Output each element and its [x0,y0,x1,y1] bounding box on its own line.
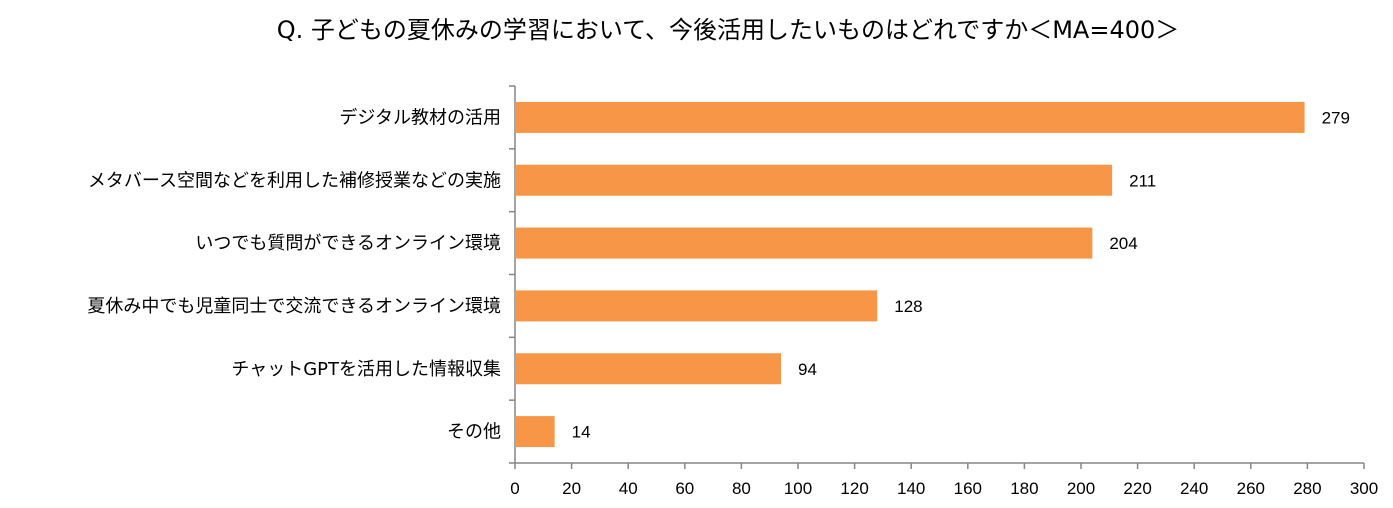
value-label: 128 [894,297,922,316]
bar [515,101,1305,133]
x-tick-label: 20 [562,479,581,498]
chart-title: Q. 子どもの夏休みの学習において、今後活用したいものはどれですか＜MA=400… [277,16,1180,44]
bar [515,164,1113,196]
x-tick-label: 260 [1237,479,1265,498]
x-tick-label: 240 [1180,479,1208,498]
bar [515,416,555,448]
category-label: メタバース空間などを利用した補修授業などの実施 [88,170,501,191]
x-tick-label: 80 [732,479,751,498]
x-tick-label: 140 [897,479,925,498]
labels: 0 20 40 60 80 100 120 140 160 180 200 220 240 260 280 3… [87,107,1378,498]
value-label: 211 [1129,171,1156,190]
x-tick-label: 100 [784,479,812,498]
x-tick-label: 220 [1123,479,1151,498]
bars [515,101,1305,448]
bar [515,227,1093,259]
x-tick-label: 300 [1350,479,1378,498]
value-label: 279 [1322,108,1350,127]
x-tick-label: 0 [510,479,519,498]
bar [515,290,878,322]
category-label: チャットGPTを活用した情報収集 [231,359,501,380]
category-label: その他 [447,422,501,443]
category-label: デジタル教材の活用 [339,107,501,128]
x-tick-label: 280 [1293,479,1321,498]
category-label: 夏休み中でも児童同士で交流できるオンライン環境 [87,296,501,317]
x-tick-label: 200 [1067,479,1095,498]
x-tick-label: 60 [675,479,694,498]
value-label: 14 [572,423,591,442]
x-tick-label: 160 [954,479,982,498]
x-tick-label: 120 [840,479,868,498]
value-label: 94 [798,360,817,379]
x-tick-label: 180 [1010,479,1038,498]
bar [515,353,782,385]
category-label: いつでも質問ができるオンライン環境 [195,233,501,254]
x-tick-label: 40 [619,479,638,498]
axes [509,85,1365,469]
value-label: 204 [1109,234,1137,253]
